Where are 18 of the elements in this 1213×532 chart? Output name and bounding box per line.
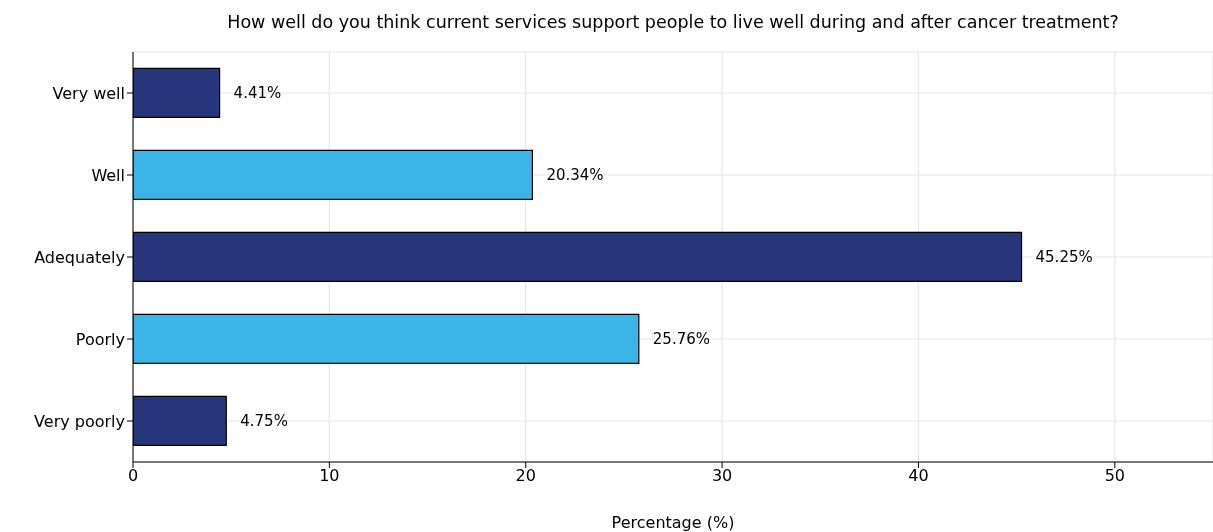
x-tick-label: 20 <box>515 466 536 486</box>
chart-title: How well do you think current services support people to live well during and after cancer treatment? <box>226 12 1120 32</box>
data-label: 20.34% <box>546 166 604 185</box>
data-label: 4.41% <box>233 84 282 103</box>
y-tick-label: Very poorly <box>34 411 125 431</box>
x-tick-label: 10 <box>319 466 340 486</box>
y-tick-label: Very well <box>52 83 125 103</box>
x-axis-title: Percentage (%) <box>611 513 735 532</box>
x-tick-label: 0 <box>127 466 139 486</box>
y-tick-label: Adequately <box>34 247 125 267</box>
y-tick-label: Poorly <box>75 329 125 349</box>
data-label: 45.25% <box>1035 248 1093 267</box>
x-tick-label: 40 <box>908 466 929 486</box>
x-tick-label: 30 <box>711 466 733 486</box>
y-tick-label: Well <box>91 165 125 185</box>
data-label: 4.75% <box>240 412 288 431</box>
x-tick-label: 50 <box>1104 466 1125 486</box>
data-label: 25.76% <box>652 330 711 349</box>
